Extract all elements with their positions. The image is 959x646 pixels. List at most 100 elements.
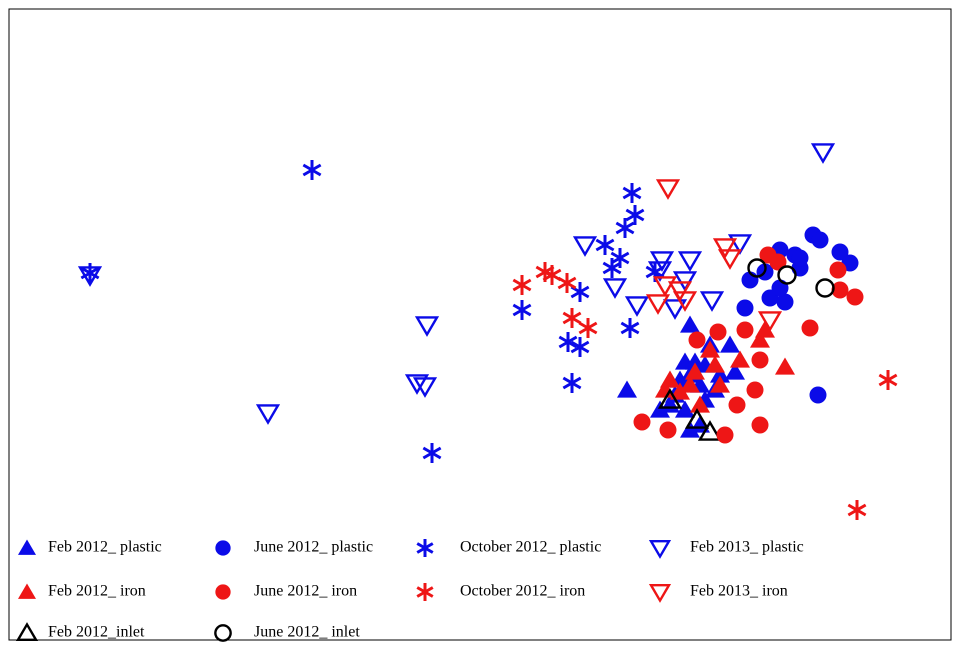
point <box>750 330 770 348</box>
point <box>620 318 640 338</box>
point <box>672 271 698 292</box>
point <box>633 413 651 431</box>
point <box>777 265 797 285</box>
legend-label: October 2012_ iron <box>460 583 585 600</box>
point <box>809 386 827 404</box>
legend-marker <box>18 539 36 555</box>
legend-item: Feb 2012_ plastic <box>48 539 162 556</box>
point <box>716 426 734 444</box>
legend-item: June 2012_ inlet <box>254 624 360 641</box>
point <box>725 362 745 380</box>
point <box>657 388 683 409</box>
legend-label: Feb 2013_ iron <box>690 583 788 600</box>
asterisk-arm <box>512 278 532 292</box>
asterisk-arm <box>302 163 322 177</box>
point <box>791 249 809 267</box>
legend-item: Feb 2013_ iron <box>690 583 788 600</box>
point <box>625 205 645 225</box>
point <box>688 331 706 349</box>
point <box>255 404 281 425</box>
asterisk-arm <box>595 238 615 252</box>
legend-item: October 2012_ plastic <box>460 539 601 556</box>
legend-label: Feb 2012_ plastic <box>48 539 162 556</box>
point <box>655 380 675 398</box>
point <box>751 351 769 369</box>
point <box>684 408 710 429</box>
legend-marker <box>416 583 434 601</box>
point <box>562 308 582 328</box>
legend-item: June 2012_ iron <box>254 583 357 600</box>
asterisk-arm <box>557 276 577 290</box>
point <box>667 281 693 302</box>
point <box>811 231 829 249</box>
legend-item: October 2012_ iron <box>460 583 585 600</box>
asterisk-arm <box>578 321 598 335</box>
point <box>771 279 789 297</box>
point <box>846 288 864 306</box>
legend-label: June 2012_ iron <box>254 583 357 600</box>
asterisk-arm <box>620 321 640 335</box>
asterisk-arm <box>562 311 582 325</box>
point <box>645 294 671 315</box>
asterisk-arm <box>622 186 642 200</box>
asterisk-arm <box>878 373 898 387</box>
point <box>751 416 769 434</box>
point <box>705 355 725 373</box>
asterisk-arm <box>570 340 590 354</box>
point <box>659 421 677 439</box>
point <box>622 183 642 203</box>
point <box>595 235 615 255</box>
point <box>650 400 670 418</box>
point <box>570 337 590 357</box>
asterisk-arm <box>615 221 635 235</box>
point <box>878 370 898 390</box>
point <box>624 296 650 317</box>
legend-item: June 2012_ plastic <box>254 539 373 556</box>
point <box>557 273 577 293</box>
point <box>730 350 750 368</box>
point <box>680 375 700 393</box>
point <box>710 375 730 393</box>
point <box>736 321 754 339</box>
point <box>677 251 703 272</box>
point <box>775 357 795 375</box>
point <box>746 381 764 399</box>
point <box>414 316 440 337</box>
legend-label: Feb 2012_inlet <box>48 624 145 641</box>
point <box>652 276 678 297</box>
legend-marker <box>648 583 672 603</box>
point <box>602 258 622 278</box>
point <box>670 382 690 400</box>
legend-marker <box>416 539 434 557</box>
legend-item: Feb 2012_inlet <box>48 624 145 641</box>
point <box>680 315 700 333</box>
legend-label: June 2012_ inlet <box>254 624 360 641</box>
point <box>728 396 746 414</box>
point <box>700 340 720 358</box>
asterisk-arm <box>542 268 562 282</box>
point <box>647 261 673 282</box>
point <box>558 332 578 352</box>
point <box>662 299 688 320</box>
point <box>672 291 698 312</box>
point <box>617 380 637 398</box>
legend-marker <box>15 622 39 642</box>
legend-marker <box>214 624 232 642</box>
point <box>727 234 753 255</box>
point <box>578 318 598 338</box>
point <box>512 300 532 320</box>
point <box>542 265 562 285</box>
legend-marker <box>18 583 36 599</box>
point <box>685 362 705 380</box>
point <box>710 365 730 383</box>
point <box>572 236 598 257</box>
point <box>422 443 442 463</box>
point <box>675 400 695 418</box>
asterisk-arm <box>625 208 645 222</box>
asterisk-arm <box>512 303 532 317</box>
point <box>717 249 743 270</box>
point <box>77 266 103 287</box>
asterisk-arm <box>416 586 434 598</box>
point <box>815 278 835 298</box>
legend-marker <box>648 539 672 559</box>
